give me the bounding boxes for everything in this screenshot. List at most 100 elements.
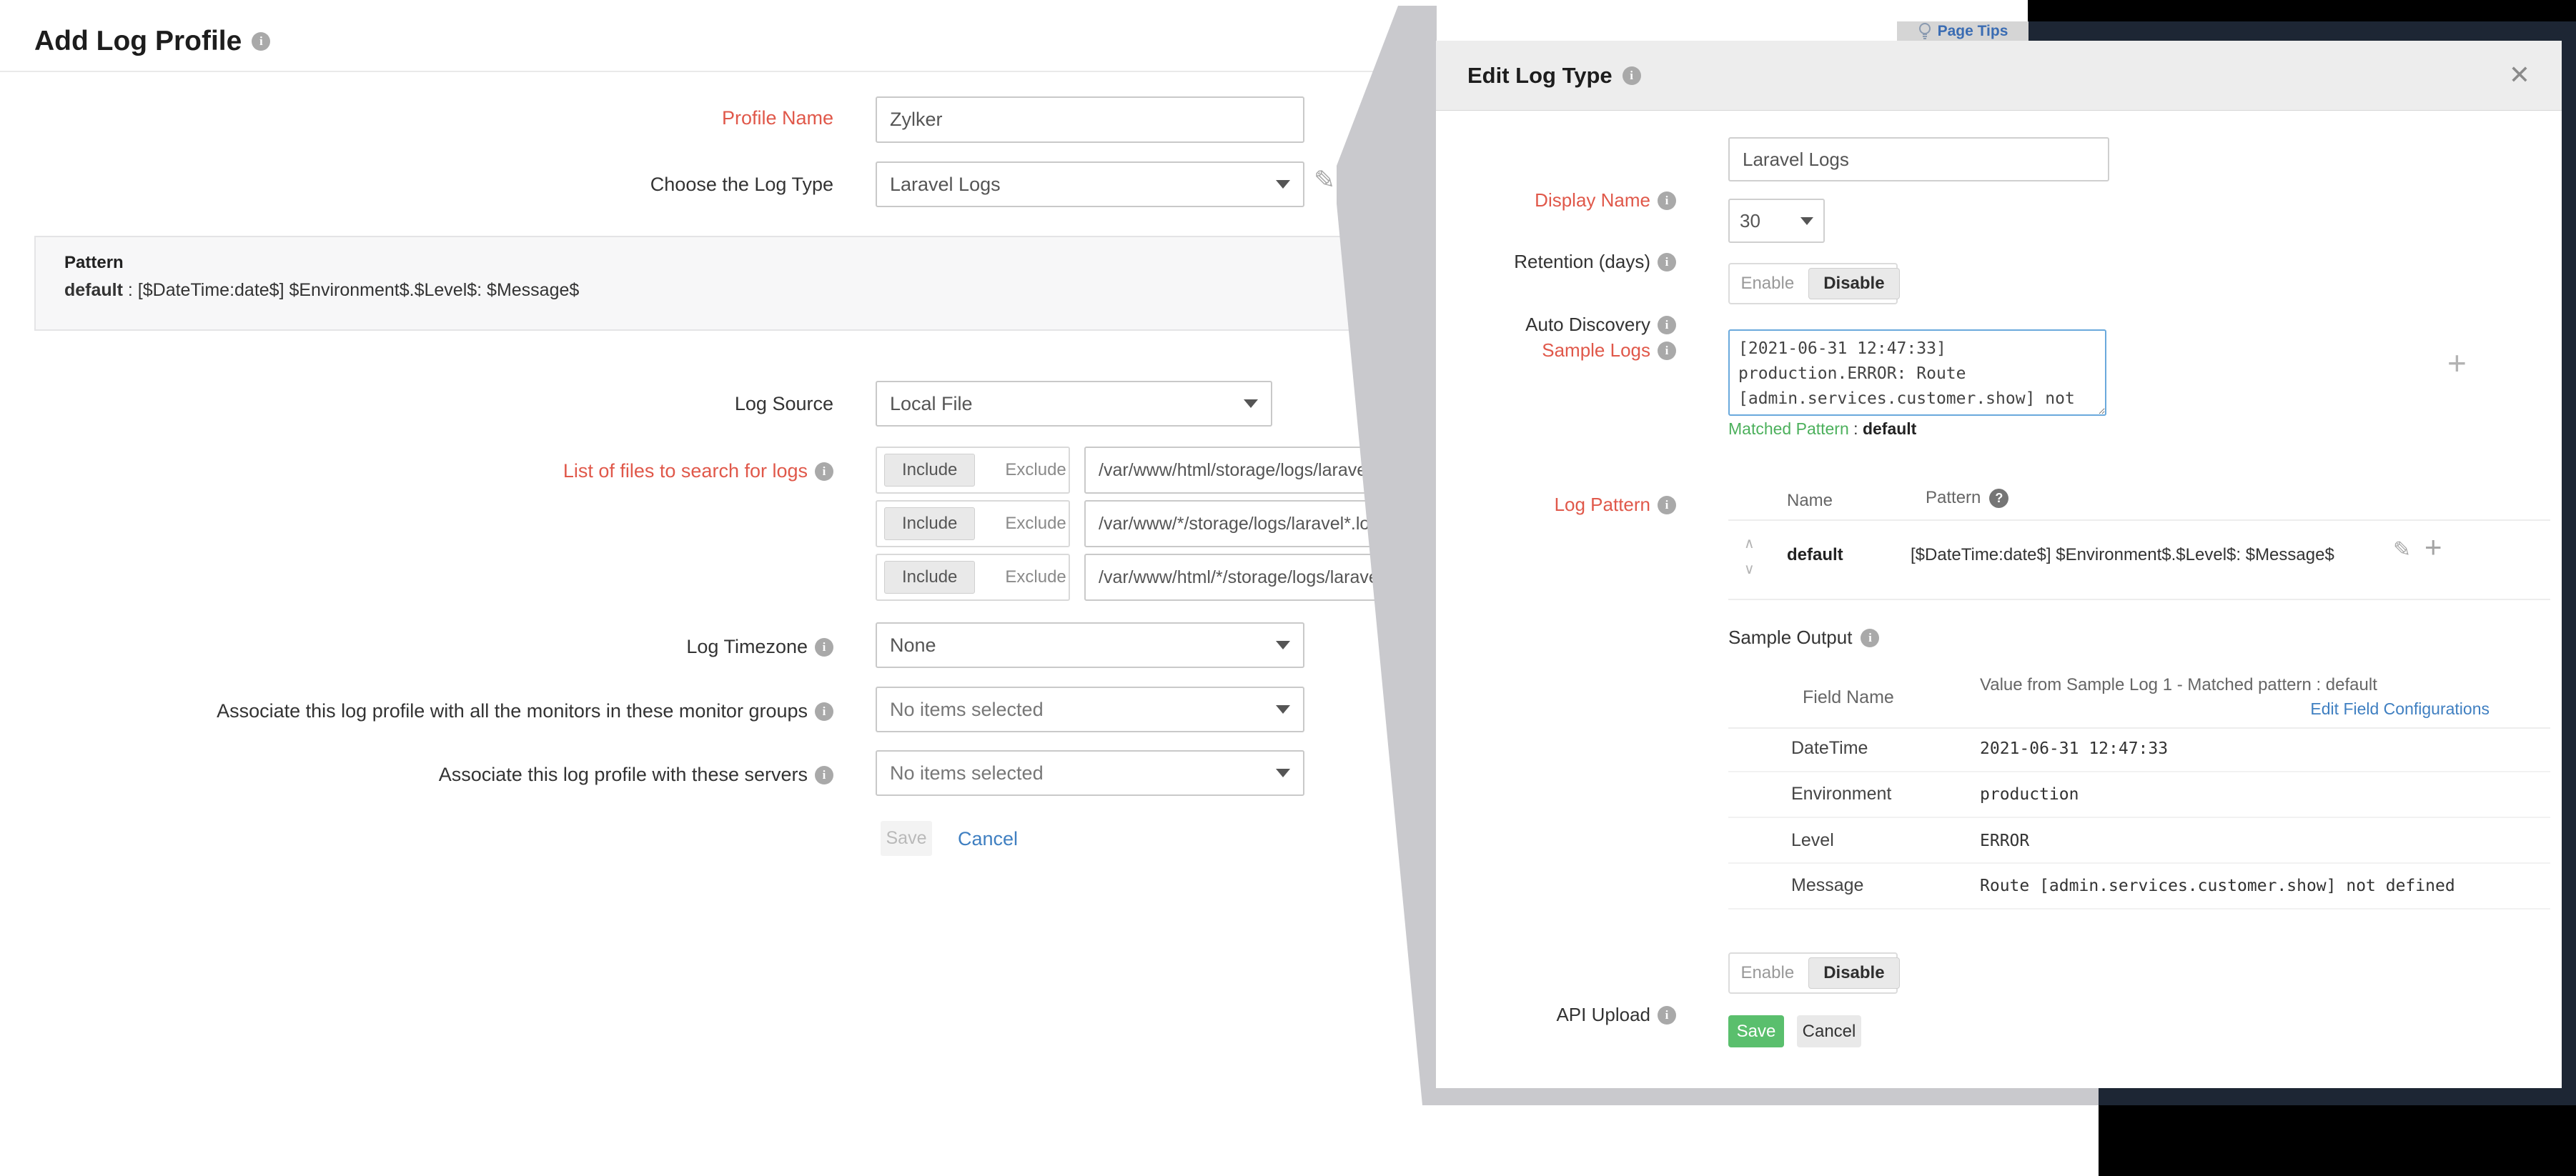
modal-save-button[interactable]: Save — [1728, 1015, 1784, 1047]
pattern-table-pattern-header: Pattern ? — [1926, 488, 2009, 508]
info-icon[interactable]: i — [1622, 66, 1641, 85]
retention-select[interactable]: 30 — [1728, 199, 1825, 243]
divider — [1728, 599, 2550, 600]
edit-pattern-pencil-icon[interactable]: ✎ — [2393, 538, 2412, 562]
info-icon[interactable]: i — [1861, 628, 1880, 647]
file-list-label-text: List of files to search for logs — [563, 460, 808, 482]
monitor-groups-value: No items selected — [890, 698, 1044, 720]
api-upload-toggle[interactable]: Enable Disable — [1728, 952, 1900, 994]
caret-down-icon — [1276, 641, 1290, 649]
log-pattern-label-text: Log Pattern — [1554, 494, 1650, 515]
add-log-type-plus-icon[interactable]: + — [1347, 158, 1367, 196]
edit-field-configurations-text[interactable]: Edit Field Configurations — [2310, 699, 2490, 718]
matched-pattern: Matched Pattern : default — [1728, 419, 1916, 439]
info-icon[interactable]: i — [1658, 252, 1676, 271]
display-name-input[interactable] — [1728, 137, 2109, 181]
auto-discovery-label-text: Auto Discovery — [1525, 314, 1650, 335]
pattern-row-name: default — [1787, 545, 1843, 564]
help-icon[interactable]: ? — [1989, 488, 2009, 508]
file-row-toggle[interactable]: Include Exclude — [876, 554, 1070, 601]
profile-name-input[interactable] — [876, 96, 1304, 143]
include-option[interactable]: Include — [884, 507, 976, 540]
exclude-option[interactable]: Exclude — [1005, 460, 1066, 479]
field-row-label: Environment — [1791, 784, 1892, 804]
cancel-link[interactable]: Cancel — [958, 828, 1019, 849]
file-row-toggle[interactable]: Include Exclude — [876, 447, 1070, 494]
save-button[interactable]: Save — [881, 821, 932, 856]
log-type-label-text: Choose the Log Type — [650, 174, 833, 195]
servers-select[interactable]: No items selected — [876, 750, 1304, 796]
profile-name-label-text: Profile Name — [721, 107, 833, 129]
log-source-value: Local File — [890, 392, 973, 414]
info-icon[interactable]: i — [815, 765, 833, 784]
sample-logs-label: Sample Logs i — [1542, 339, 1676, 362]
log-source-select[interactable]: Local File — [876, 381, 1272, 427]
modal-title-text: Edit Log Type — [1467, 62, 1613, 88]
exclude-option[interactable]: Exclude — [1005, 567, 1066, 587]
divider — [1728, 817, 2550, 818]
servers-label: Associate this log profile with these se… — [439, 764, 833, 786]
info-icon[interactable]: i — [815, 637, 833, 657]
api-upload-label: API Upload i — [1556, 1004, 1676, 1026]
auto-discovery-toggle[interactable]: Enable Disable — [1728, 263, 1900, 304]
move-down-icon[interactable]: ∨ — [1744, 562, 1755, 577]
log-pattern-label: Log Pattern i — [1555, 494, 1676, 516]
info-icon[interactable]: i — [1658, 495, 1676, 514]
log-type-select[interactable]: Laravel Logs — [876, 161, 1304, 207]
modal-shadow-strip — [1436, 1088, 2099, 1105]
monitor-groups-select[interactable]: No items selected — [876, 687, 1304, 732]
sample-logs-textarea[interactable]: [2021-06-31 12:47:33] production.ERROR: … — [1728, 329, 2106, 416]
pattern-box-line: default : [$DateTime:date$] $Environment… — [64, 280, 1435, 301]
info-icon[interactable]: i — [252, 32, 271, 51]
move-up-icon[interactable]: ∧ — [1744, 536, 1755, 552]
edit-log-type-pencil-icon[interactable]: ✎ — [1314, 165, 1336, 194]
field-row-label: DateTime — [1791, 738, 1868, 758]
pattern-box-title: Pattern — [64, 253, 124, 272]
add-sample-log-plus-icon[interactable]: + — [2447, 344, 2467, 382]
disable-option[interactable]: Disable — [1808, 957, 1900, 989]
exclude-option[interactable]: Exclude — [1005, 514, 1066, 533]
enable-option[interactable]: Enable — [1740, 963, 1795, 982]
log-source-label: Log Source — [735, 393, 833, 415]
info-icon[interactable]: i — [1658, 315, 1676, 334]
file-path-input[interactable] — [1084, 500, 1437, 547]
file-row-toggle[interactable]: Include Exclude — [876, 500, 1070, 547]
info-icon[interactable]: i — [815, 702, 833, 721]
matched-pattern-separator: : — [1848, 419, 1863, 438]
file-list-label: List of files to search for logs i — [563, 460, 833, 482]
close-icon[interactable]: ✕ — [2508, 60, 2530, 89]
info-icon[interactable]: i — [1658, 191, 1676, 210]
file-path-input[interactable] — [1084, 554, 1437, 601]
pattern-row-value: [$DateTime:date$] $Environment$.$Level$:… — [1911, 545, 2334, 564]
info-icon[interactable]: i — [815, 462, 833, 481]
include-option[interactable]: Include — [884, 561, 976, 594]
field-row-value: production — [1980, 785, 2079, 804]
include-option[interactable]: Include — [884, 454, 976, 487]
bulb-icon — [1918, 23, 1931, 39]
edit-log-type-modal: Edit Log Type i ✕ Display Name i Retenti… — [1436, 41, 2562, 1088]
log-timezone-select[interactable]: None — [876, 622, 1304, 668]
disable-option[interactable]: Disable — [1808, 268, 1900, 299]
retention-value: 30 — [1740, 209, 1760, 231]
info-icon[interactable]: i — [1658, 1005, 1676, 1025]
divider — [1728, 862, 2550, 864]
value-header: Value from Sample Log 1 - Matched patter… — [1980, 675, 2377, 694]
caret-down-icon — [1276, 180, 1290, 189]
file-path-input[interactable] — [1084, 447, 1437, 494]
pattern-separator: : — [122, 280, 138, 300]
edit-field-configurations-link[interactable]: Edit Field Configurations — [1980, 699, 2490, 719]
field-row-value: Route [admin.services.customer.show] not… — [1980, 877, 2455, 895]
page-tips-button[interactable]: Page Tips — [1897, 21, 2028, 41]
pattern-header-text: Pattern — [1926, 488, 1981, 507]
divider — [1728, 908, 2550, 910]
enable-option[interactable]: Enable — [1740, 274, 1795, 293]
log-type-label: Choose the Log Type — [650, 174, 833, 196]
modal-cancel-button[interactable]: Cancel — [1797, 1015, 1861, 1047]
retention-label-text: Retention (days) — [1514, 251, 1650, 272]
add-pattern-plus-icon[interactable]: + — [2424, 530, 2442, 564]
info-icon[interactable]: i — [1658, 341, 1676, 360]
page-tips-label: Page Tips — [1937, 23, 2008, 39]
api-upload-label-text: API Upload — [1556, 1004, 1650, 1025]
header-divider — [0, 71, 1401, 72]
